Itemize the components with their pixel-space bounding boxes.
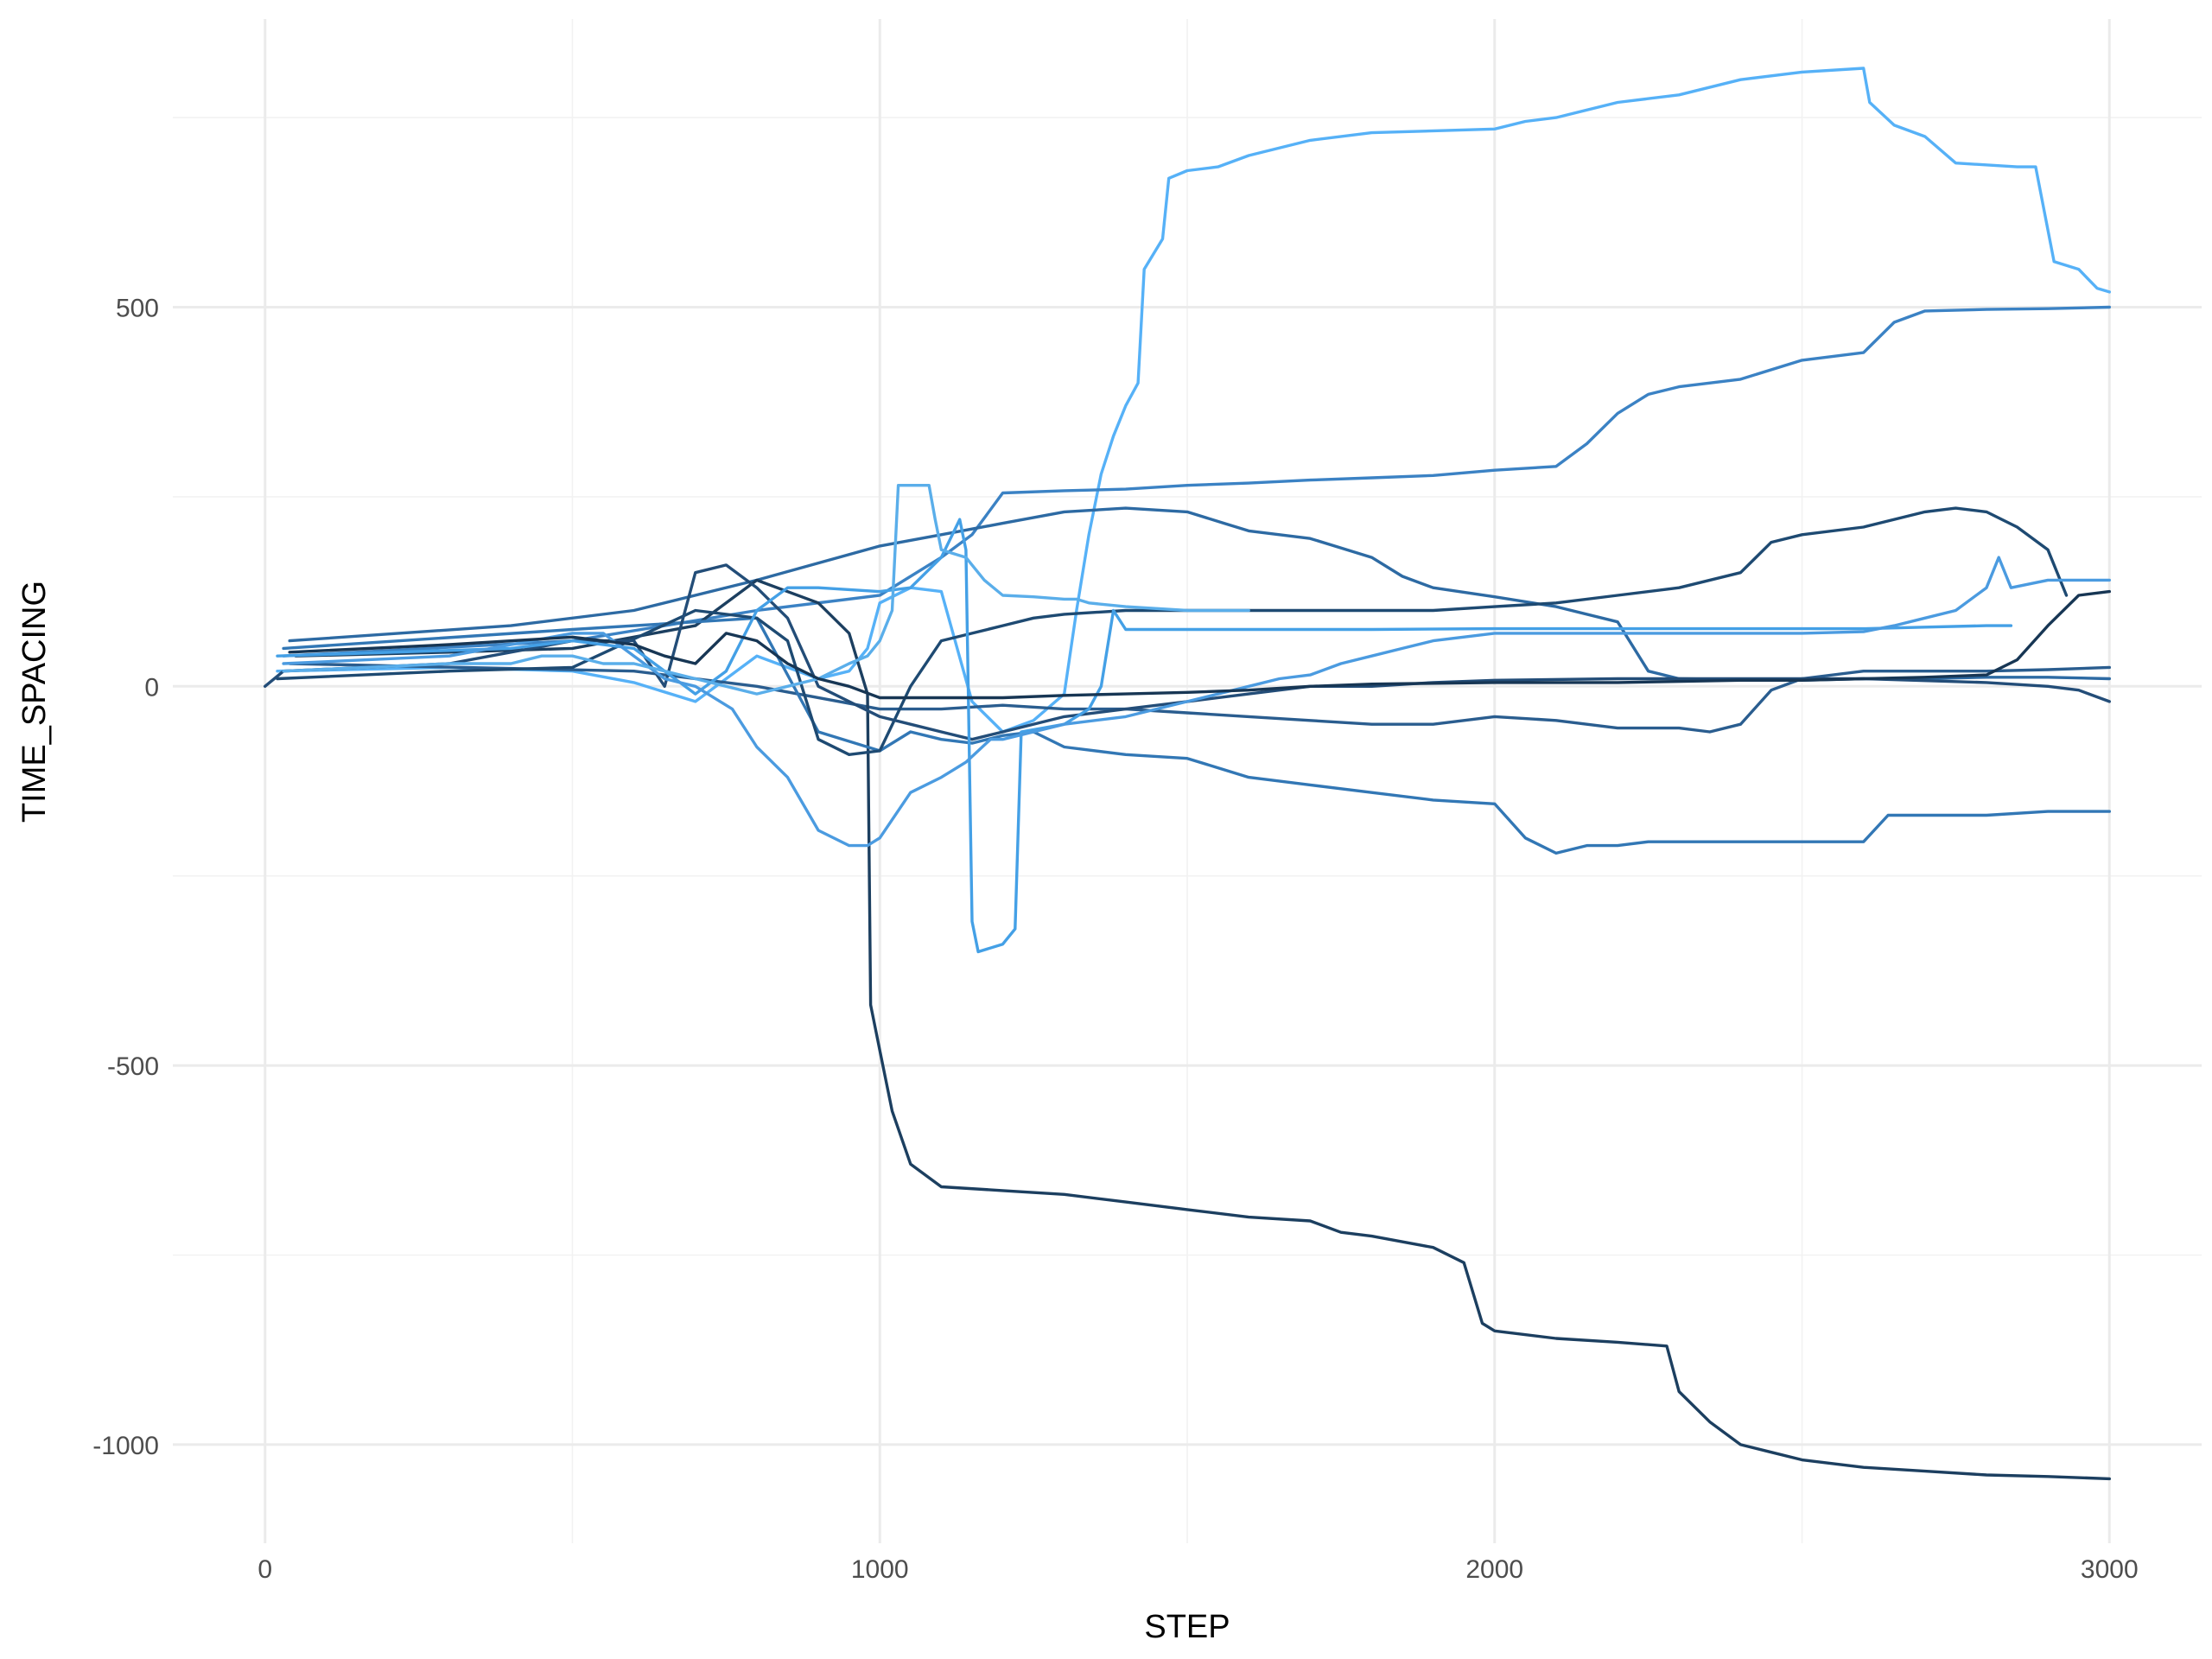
- series-line-2: [282, 305, 2111, 658]
- y-tick-label: -500: [107, 1052, 159, 1081]
- x-tick-label: 1000: [851, 1555, 909, 1584]
- grid: [173, 19, 2202, 1543]
- y-tick-label: 500: [116, 294, 159, 322]
- y-tick-label: 0: [144, 673, 159, 702]
- series-line-3: [288, 506, 2111, 682]
- series-line-10: [282, 556, 2111, 848]
- x-tick-label: 2000: [1465, 1555, 1523, 1584]
- series-line-4: [288, 662, 2111, 734]
- series-line-1: [276, 67, 2111, 734]
- series-line-9: [276, 518, 2013, 954]
- y-axis-tick-labels: -1000 -500 0 500: [92, 294, 159, 1459]
- series-line-6: [282, 616, 2111, 855]
- series-lines: [264, 67, 2111, 1481]
- x-tick-label: 0: [257, 1555, 272, 1584]
- y-axis-title: TIME_SPACING: [16, 581, 53, 823]
- x-tick-label: 3000: [2081, 1555, 2139, 1584]
- x-axis-title: STEP: [1144, 1609, 1230, 1645]
- series-line-12: [288, 589, 2111, 700]
- x-axis-tick-labels: 0 1000 2000 3000: [257, 1555, 2138, 1584]
- y-tick-label: -1000: [92, 1432, 159, 1460]
- series-line-8: [264, 563, 2111, 741]
- series-line-11: [282, 484, 1250, 696]
- series-line-5: [294, 578, 2111, 1481]
